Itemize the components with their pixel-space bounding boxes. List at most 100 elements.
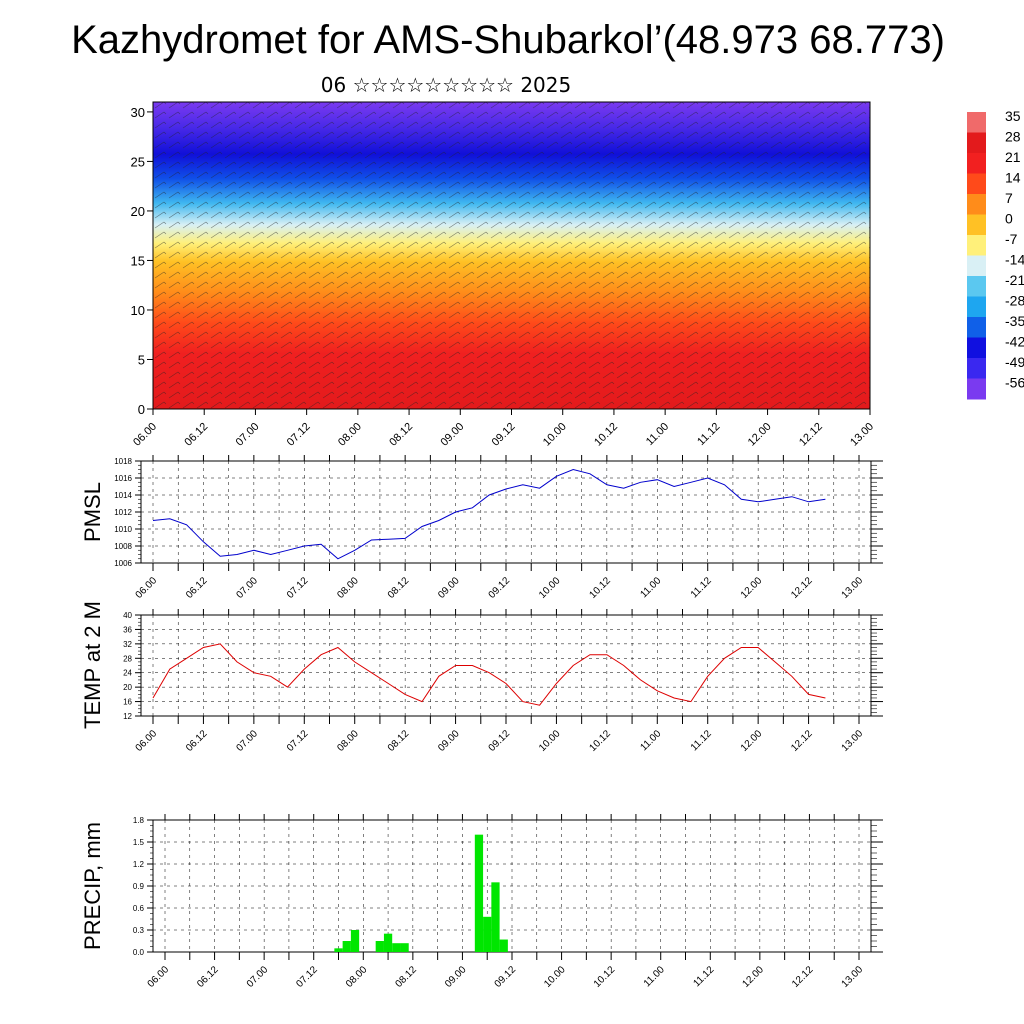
- colorbar-label: -42: [1005, 334, 1024, 350]
- colorbar-label: 14: [1005, 170, 1021, 186]
- colorbar-label: 35: [1005, 108, 1021, 124]
- temp-ylabel: TEMP at 2 M: [80, 601, 105, 729]
- colorbar-label: -7: [1005, 231, 1018, 247]
- colorbar-label: -56: [1005, 375, 1024, 391]
- precip-bar: [375, 941, 384, 952]
- xtick-label: 10.00: [542, 964, 568, 990]
- precip-bar: [400, 943, 409, 952]
- heatmap-xtick-label: 11.12: [695, 421, 722, 448]
- xtick-label: 11.12: [689, 575, 714, 600]
- xtick-label: 08.00: [335, 575, 361, 601]
- ytick-label: 1012: [114, 508, 132, 517]
- ytick-label: 1008: [114, 542, 132, 551]
- figure-subtitle: 06 ☆☆☆☆☆☆☆☆☆ 2025: [321, 73, 571, 97]
- xtick-label: 11.00: [638, 575, 663, 600]
- heatmap-ytick-label: 15: [131, 253, 145, 268]
- heatmap-xtick-label: 06.00: [131, 421, 159, 449]
- heatmap-xtick-label: 06.12: [182, 421, 210, 449]
- heatmap-xtick-label: 08.00: [336, 421, 364, 449]
- xtick-label: 11.12: [691, 964, 716, 989]
- colorbar-label: 0: [1005, 211, 1013, 227]
- precip-bar: [474, 834, 484, 952]
- ytick-label: 0.3: [133, 926, 145, 935]
- xtick-label: 12.00: [739, 575, 765, 601]
- pmsl-panel: PMSL 1006 1008 1010 1012 1014 1016 1018 06.00 06…: [80, 455, 883, 601]
- colorbar-label: -28: [1005, 293, 1024, 309]
- xtick-label: 12.00: [739, 728, 765, 754]
- colorbar-label: -21: [1005, 272, 1024, 288]
- xtick-label: 11.12: [689, 728, 714, 753]
- colorbar-swatch: [967, 378, 986, 400]
- ytick-label: 16: [123, 698, 132, 707]
- xtick-label: 10.00: [537, 575, 563, 601]
- xtick-label: 09.00: [436, 728, 462, 754]
- heatmap-xtick-label: 10.12: [592, 421, 620, 449]
- xtick-label: 10.12: [588, 728, 614, 754]
- precip-bar: [334, 948, 343, 952]
- ytick-label: 24: [123, 669, 132, 678]
- xtick-label: 12.12: [789, 575, 815, 601]
- ytick-label: 1014: [114, 491, 132, 500]
- figure-title: Kazhydromet for AMS-Shubarkol’(48.973 68…: [71, 18, 945, 62]
- colorbar-label: -35: [1005, 313, 1024, 329]
- precip-ylabel: PRECIP, mm: [80, 822, 105, 950]
- xtick-label: 07.00: [235, 575, 261, 601]
- heatmap-xtick-label: 07.12: [285, 421, 313, 449]
- ytick-label: 1010: [114, 525, 132, 534]
- precip-bar: [483, 916, 492, 952]
- heatmap-xtick-label: 11.00: [644, 421, 671, 448]
- colorbar-swatch: [967, 173, 986, 195]
- xtick-label: 10.12: [592, 964, 618, 990]
- xtick-label: 08.12: [394, 964, 420, 990]
- xtick-label: 09.12: [487, 575, 513, 601]
- colorbar-label: 28: [1005, 129, 1021, 145]
- xtick-label: 06.00: [134, 728, 160, 754]
- colorbar-label: 7: [1005, 190, 1013, 206]
- ytick-label: 1018: [114, 457, 132, 466]
- colorbar-swatch: [967, 112, 986, 133]
- colorbar-swatch: [967, 214, 986, 236]
- xtick-label: 08.12: [386, 728, 412, 754]
- colorbar-swatch: [967, 296, 986, 318]
- precip-bar: [392, 943, 401, 952]
- precip-bar: [350, 930, 360, 952]
- heatmap-xtick-label: 09.12: [490, 421, 518, 449]
- xtick-label: 07.12: [285, 728, 311, 754]
- xtick-label: 09.00: [436, 575, 462, 601]
- colorbar-swatch: [967, 235, 986, 256]
- ytick-label: 32: [123, 640, 132, 649]
- heatmap-ytick-label: 20: [131, 204, 145, 219]
- xtick-label: 06.12: [195, 964, 221, 990]
- colorbar-swatch: [967, 153, 986, 174]
- xtick-label: 11.00: [638, 728, 663, 753]
- ytick-label: 1.2: [133, 860, 145, 869]
- colorbar-swatch: [967, 194, 986, 215]
- xtick-label: 07.00: [235, 728, 261, 754]
- xtick-label: 13.00: [840, 964, 866, 990]
- heatmap-xtick-label: 09.00: [438, 421, 466, 449]
- xtick-label: 08.12: [386, 575, 412, 601]
- heatmap-xtick-label: 10.00: [541, 421, 569, 449]
- ytick-label: 12: [123, 712, 132, 721]
- pmsl-ylabel: PMSL: [80, 482, 105, 542]
- precip-bar: [499, 939, 508, 952]
- xtick-label: 07.12: [294, 964, 320, 990]
- series-line: [152, 643, 826, 706]
- xtick-label: 12.12: [789, 728, 815, 754]
- ytick-label: 1006: [114, 559, 132, 568]
- heatmap-xtick-label: 08.12: [387, 421, 415, 449]
- ytick-label: 1016: [114, 474, 132, 483]
- precip-panel: PRECIP, mm 0.0 0.3 0.6 0.9 1.2 1.5 1.8 06.00 06.…: [80, 814, 883, 990]
- heatmap-ytick-label: 0: [138, 402, 145, 417]
- precip-bar: [342, 941, 351, 952]
- heatmap-ytick-label: 5: [138, 352, 145, 367]
- xtick-label: 10.00: [537, 728, 563, 754]
- xtick-label: 11.00: [642, 964, 667, 989]
- xtick-label: 08.00: [344, 964, 370, 990]
- colorbar-label: -49: [1005, 354, 1024, 370]
- ytick-label: 0.0: [133, 948, 145, 957]
- xtick-label: 09.00: [443, 964, 469, 990]
- heatmap-ytick-label: 30: [131, 105, 145, 120]
- heatmap-y-axis: 0 5 10 15 20 25 30: [131, 105, 153, 417]
- colorbar-swatch: [967, 337, 986, 359]
